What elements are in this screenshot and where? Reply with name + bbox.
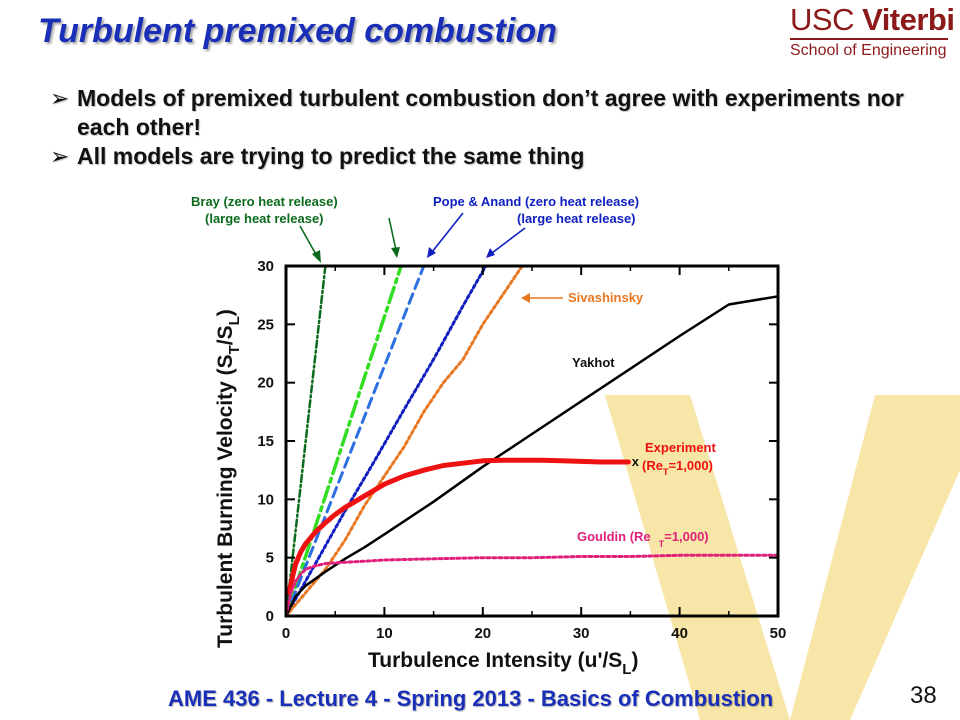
- arrow-pope-large: [491, 227, 526, 254]
- arrow-bullet-icon: ➢: [50, 143, 70, 169]
- arrow-pope-zero: [431, 212, 464, 253]
- annotation-yakhot: Yakhot: [572, 355, 615, 370]
- series-bray-large: [286, 266, 403, 616]
- annotation-sivashinsky: Sivashinsky: [568, 290, 644, 305]
- slide-title: Turbulent premixed combustion: [38, 12, 557, 50]
- footer-text: AME 436 - Lecture 4 - Spring 2013 - Basi…: [168, 686, 774, 711]
- x-tick-label: 10: [376, 625, 393, 642]
- series-yakhot: [286, 295, 778, 616]
- y-tick-label: 15: [257, 433, 274, 450]
- annotation-experiment-1: Experiment: [645, 440, 716, 455]
- series-pope-large: [286, 266, 488, 616]
- usc-viterbi-logo: USC Viterbi School of Engineering: [790, 2, 955, 61]
- logo-line1: USC Viterbi: [790, 2, 955, 37]
- arrowhead-pope-large: [486, 248, 495, 258]
- annotation-gouldin: Gouldin (Re T=1,000): [577, 529, 709, 549]
- series-gouldin: [286, 553, 778, 616]
- bullet-item: ➢ All models are trying to predict the sa…: [50, 142, 930, 171]
- y-tick-label: 10: [257, 491, 274, 508]
- x-tick-label: 50: [770, 625, 787, 642]
- y-tick-label: 5: [266, 550, 274, 567]
- arrowhead-bray-zero: [312, 250, 321, 263]
- annotation-bray-zero: Bray (zero heat release): [191, 194, 338, 209]
- annotation-pope-large: (large heat release): [517, 211, 636, 226]
- y-tick-label: 0: [266, 608, 274, 625]
- series-bray-zero: [286, 266, 327, 616]
- bullet-list: ➢ Models of premixed turbulent combustion…: [50, 84, 930, 171]
- arrow-bray-large: [388, 217, 397, 251]
- y-tick-label: 20: [257, 375, 274, 392]
- x-tick-label: 20: [474, 625, 491, 642]
- experiment-end-marker: x: [632, 454, 640, 469]
- arrowhead-sivashinsky: [521, 293, 530, 303]
- bullet-item: ➢ Models of premixed turbulent combustion…: [50, 84, 930, 142]
- watermark-left-stroke: [605, 395, 790, 720]
- bullet-text: All models are trying to predict the sam…: [77, 143, 585, 169]
- series-experiment: [286, 457, 631, 596]
- bullet-text: Models of premixed turbulent combustion …: [77, 85, 904, 140]
- y-axis-label: Turbulent Burning Velocity (ST/SL): [214, 309, 243, 648]
- logo-school: School of Engineering: [790, 42, 947, 59]
- logo-viterbi: Viterbi: [862, 2, 955, 37]
- annotation-experiment-2: (ReT=1,000): [642, 458, 713, 477]
- y-tick-label: 25: [257, 316, 274, 333]
- arrowhead-bray-large: [391, 247, 400, 258]
- arrow-bullet-icon: ➢: [50, 85, 70, 111]
- logo-usc: USC: [790, 2, 854, 37]
- annotation-bray-large: (large heat release): [205, 211, 324, 226]
- x-axis-label: Turbulence Intensity (u'/SL): [368, 649, 638, 678]
- series-pope-zero: [286, 266, 426, 616]
- series-sivashinsky: [286, 266, 524, 616]
- x-tick-label: 30: [573, 625, 590, 642]
- page-number: 38: [910, 682, 937, 709]
- y-tick-label: 30: [257, 258, 274, 275]
- watermark-right-stroke: [790, 395, 960, 720]
- logo-rule: [790, 38, 948, 40]
- x-tick-label: 0: [282, 625, 290, 642]
- annotation-pope-zero: Pope & Anand (zero heat release): [433, 194, 639, 209]
- arrowhead-pope-zero: [427, 247, 436, 258]
- x-tick-label: 40: [671, 625, 688, 642]
